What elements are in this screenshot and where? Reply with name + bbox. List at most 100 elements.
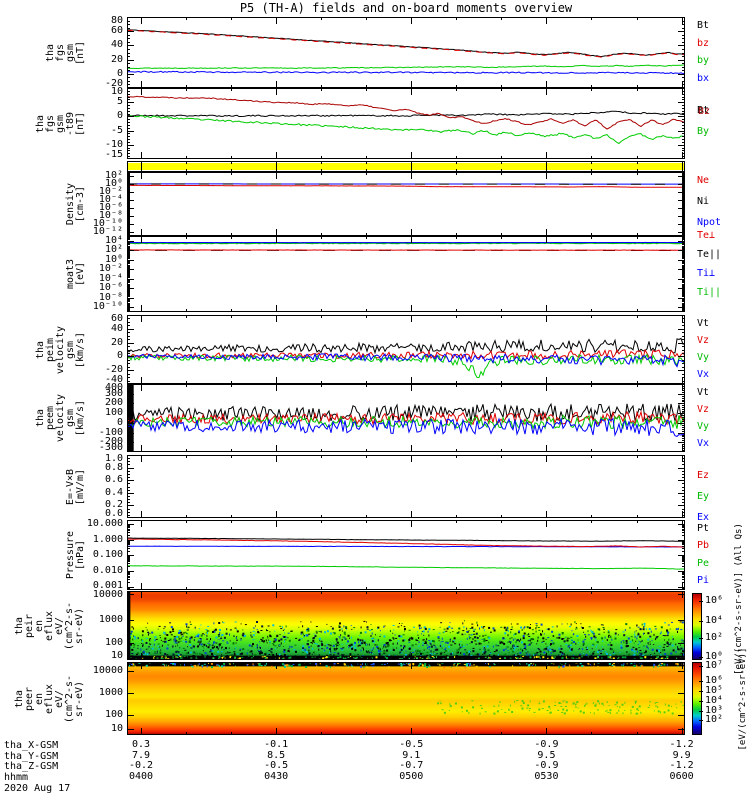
legend-peim-velocity-Vy: Vy (697, 352, 710, 364)
ytick-label-pressure: 1.000 (92, 533, 123, 545)
ytick-label-efield: 1.0 (104, 453, 123, 464)
xaxis-value: 0.3 (131, 739, 151, 750)
legend-peem-velocity-Vx: Vx (697, 437, 710, 449)
colorbar-tick (699, 656, 703, 658)
legend-fgs-t89-Bz: Bz (698, 106, 711, 118)
series-Pb (127, 538, 685, 548)
legend-moat3-Te||: Te|| (697, 248, 722, 260)
legend-peim-velocity-Vz: Vz (697, 334, 710, 346)
panel-canvas-peir-spectrogram (127, 591, 685, 660)
panel-peer-spectrogram (127, 662, 685, 735)
panel-canvas-efield (127, 455, 685, 518)
legend-fgs-t89-By: By (697, 126, 710, 138)
ytick-label-peem-velocity: 100 (104, 407, 123, 419)
colorbar-tick-label: 10⁰ (705, 650, 724, 662)
ytick-label-fgs: 20 (110, 53, 123, 65)
ytick-label-density: 10⁻⁶ (98, 202, 123, 213)
xaxis-value: -1.2 (669, 739, 694, 750)
ytick-label-peer-spectrogram: 10 (110, 723, 123, 735)
ytick-label-peir-spectrogram: 1000 (98, 613, 123, 625)
ytick-label-density: 10⁻² (98, 186, 123, 197)
ytick-label-density: 10⁰ (104, 178, 123, 189)
legend-pressure-Pt: Pt (697, 522, 710, 534)
series-Vx (127, 352, 685, 368)
ytick-label-peer-spectrogram: 100 (104, 708, 123, 720)
xaxis-value: -0.7 (399, 760, 424, 771)
panel-pressure (127, 520, 685, 590)
xaxis-value: -0.5 (399, 739, 424, 750)
colorbar-tick-label: 10² (705, 714, 724, 726)
xaxis-value: -0.9 (534, 760, 559, 771)
panel-moat3 (127, 236, 685, 312)
ytick-label-fgs-t89: 0 (116, 110, 123, 122)
xaxis-value: -0.2 (128, 760, 154, 771)
series-Pe (127, 565, 685, 570)
xaxis-value: -0.9 (534, 739, 559, 750)
ytick-label-efield: 0.4 (104, 486, 123, 498)
legend-peim-velocity-Vt: Vt (697, 317, 710, 329)
ytick-label-density: 10² (104, 170, 123, 181)
xaxis-value: 0530 (534, 770, 559, 782)
ytick-label-fgs: 40 (110, 39, 123, 51)
series-Vt (127, 402, 685, 423)
colorbar-tick-label: 10³ (705, 704, 724, 716)
ytick-label-density: 10⁻¹² (92, 226, 123, 237)
legend-efield-Ex: Ex (697, 511, 710, 523)
ytick-label-peem-velocity: 0 (116, 416, 123, 428)
xaxis-value: 9.1 (402, 749, 421, 761)
series-bz (127, 29, 685, 58)
colorbar-tick-label: 10⁷ (705, 660, 724, 671)
colorbar-tick-label: 10⁵ (705, 685, 724, 697)
legend-peem-velocity-Vz: Vz (697, 403, 710, 415)
ytick-label-peim-velocity: -20 (104, 364, 123, 376)
ytick-label-peer-spectrogram: 1000 (98, 686, 123, 698)
colorbar-tick-label: 10⁶ (705, 674, 724, 686)
colorbar-tick (699, 700, 703, 702)
series-Ne (127, 184, 685, 188)
legend-fgs-bz: bz (697, 37, 710, 49)
xaxis-row-header-tha_Y-GSM: tha_Y-GSM (4, 750, 59, 762)
ytick-label-pressure: 0.010 (92, 564, 123, 576)
colorbar-tick (699, 720, 703, 722)
ytick-label-peim-velocity: 20 (110, 336, 123, 348)
ytick-label-moat3: 10⁻⁴ (98, 272, 123, 284)
colorbar-tick (699, 691, 703, 693)
panel-fgs-t89 (127, 88, 685, 159)
panel-canvas-flags (127, 161, 685, 172)
series-bx (127, 70, 685, 75)
panel-peir-spectrogram (127, 591, 685, 660)
panel-canvas-moat3 (127, 236, 685, 312)
ytick-label-peim-velocity: 60 (110, 313, 123, 324)
legend-peem-velocity-Vy: Vy (697, 420, 710, 432)
colorbar-1 (692, 662, 702, 735)
colorbar-tick (699, 621, 703, 623)
series-By (127, 115, 685, 145)
xaxis-value: 9.9 (672, 749, 691, 761)
legend-fgs-Bt: Bt (697, 19, 710, 31)
series-Bz (127, 95, 685, 130)
legend-fgs-bx: bx (697, 73, 710, 85)
ylabel-text-efield: E=-V×B [mV/m] (65, 468, 87, 505)
colorbar-tick-label: 10⁴ (705, 615, 724, 627)
legend-density-Ne: Ne (697, 174, 710, 186)
legend-density-Ni: Ni (697, 196, 710, 207)
ytick-label-fgs: -20 (104, 78, 123, 89)
xaxis-value: 7.9 (131, 749, 151, 761)
xaxis-row-header-tha_Z-GSM: tha_Z-GSM (4, 761, 59, 772)
ytick-label-efield: 0.2 (104, 499, 123, 511)
legend-efield-Ez: Ez (697, 469, 710, 481)
panel-flags (127, 161, 685, 172)
series-Pt (127, 537, 685, 542)
ytick-label-moat3: 10² (104, 244, 123, 256)
legend-density-Npot: Npot (697, 217, 722, 229)
ytick-label-peem-velocity: -300 (98, 442, 123, 453)
xaxis-row-header-hhmm: hhmm (4, 771, 29, 783)
legend-fgs-by: by (697, 55, 710, 67)
ytick-label-pressure: 10.000 (86, 518, 123, 529)
ytick-label-peem-velocity: 200 (104, 397, 123, 409)
ytick-label-efield: 0.6 (104, 474, 123, 486)
ytick-label-fgs: 0 (116, 67, 123, 79)
ytick-label-density: 10⁻⁴ (98, 194, 123, 205)
xaxis-value: 0500 (399, 770, 424, 782)
date-label: 2020 Aug 17 (4, 783, 71, 794)
